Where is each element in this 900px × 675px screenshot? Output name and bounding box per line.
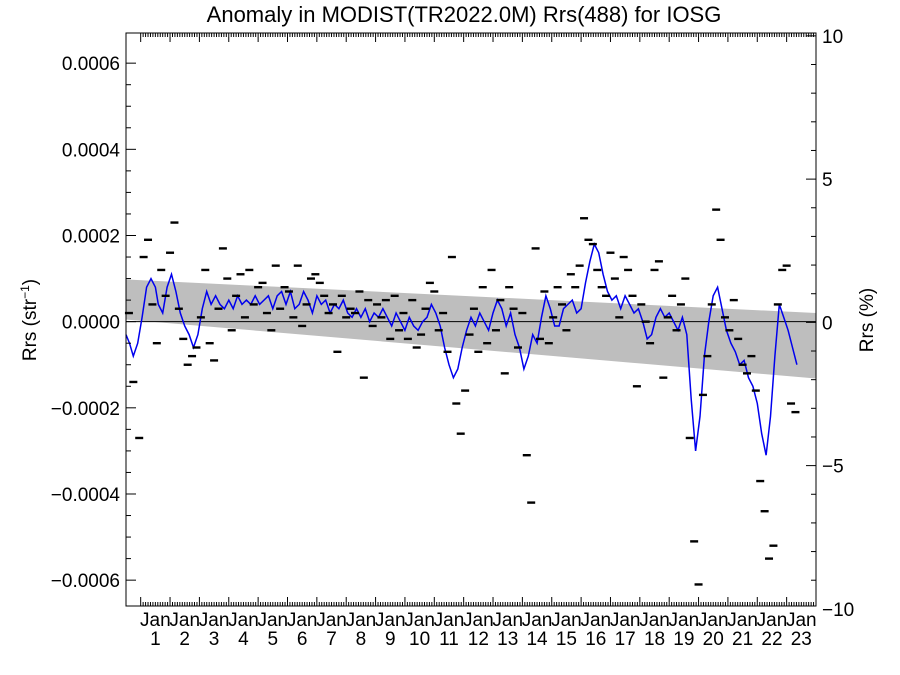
x-tick-label-month: Jan: [140, 610, 171, 631]
x-tick-label-year: 21: [732, 629, 753, 650]
uncertainty-band: [126, 279, 816, 379]
x-tick-label-month: Jan: [698, 610, 729, 631]
x-tick-label-year: 1: [150, 629, 161, 650]
x-tick-label-year: 8: [356, 629, 367, 650]
x-tick-label-year: 11: [439, 629, 459, 650]
x-tick-label-month: Jan: [757, 610, 788, 631]
left-tick-label: 0.0002: [62, 226, 120, 247]
x-tick-label-month: Jan: [551, 610, 582, 631]
x-tick-label-month: Jan: [639, 610, 670, 631]
x-tick-label-month: Jan: [786, 610, 817, 631]
x-tick-label-year: 19: [673, 629, 694, 650]
x-tick-label-month: Jan: [669, 610, 700, 631]
x-tick-label-month: Jan: [434, 610, 465, 631]
x-tick-label-year: 12: [468, 629, 489, 650]
x-tick-label-month: Jan: [404, 610, 435, 631]
x-axis: Jan1Jan2Jan3Jan4Jan5Jan6Jan7Jan8Jan9Jan1…: [140, 33, 817, 650]
x-tick-label-year: 13: [497, 629, 518, 650]
x-tick-label-year: 3: [209, 629, 220, 650]
x-tick-label-year: 6: [297, 629, 308, 650]
right-tick-label: 5: [822, 170, 833, 191]
left-tick-label: −0.0004: [51, 485, 121, 506]
left-axis-label: Rrs (str−1): [18, 279, 41, 361]
left-tick-label: −0.0002: [51, 399, 120, 420]
x-tick-label-month: Jan: [375, 610, 406, 631]
x-tick-label-year: 23: [791, 629, 812, 650]
x-tick-label-month: Jan: [316, 610, 347, 631]
x-tick-label-year: 15: [556, 629, 577, 650]
x-tick-label-year: 4: [238, 629, 249, 650]
left-tick-label: −0.0006: [51, 571, 120, 592]
right-tick-label: −5: [822, 457, 844, 478]
x-tick-label-month: Jan: [257, 610, 288, 631]
x-tick-label-month: Jan: [727, 610, 758, 631]
x-tick-label-year: 14: [526, 629, 548, 650]
x-tick-label-year: 9: [385, 629, 396, 650]
x-tick-label-month: Jan: [169, 610, 200, 631]
left-axis: 0.0006 0.0004 0.0002 0.0000 −0.0002 −0.0004 −0…: [51, 54, 136, 592]
x-tick-label-year: 16: [585, 629, 606, 650]
x-tick-label-year: 17: [615, 629, 636, 650]
smoothed-anomaly-line: [125, 241, 798, 456]
right-axis-label: Rrs (%): [857, 288, 878, 352]
x-tick-label-month: Jan: [580, 610, 611, 631]
plot-area: [124, 208, 816, 586]
x-tick-label-year: 20: [703, 629, 724, 650]
x-tick-label-month: Jan: [492, 610, 523, 631]
x-tick-label-month: Jan: [199, 610, 230, 631]
right-tick-label: 0: [822, 313, 833, 334]
left-tick-label: 0.0000: [62, 313, 120, 334]
x-tick-label-year: 7: [326, 629, 337, 650]
x-tick-label-year: 22: [761, 629, 782, 650]
right-tick-label: −10: [822, 600, 854, 621]
x-tick-label-year: 5: [268, 629, 279, 650]
x-tick-label-month: Jan: [522, 610, 553, 631]
left-tick-label: 0.0004: [62, 140, 121, 161]
x-tick-label-year: 10: [409, 629, 430, 650]
left-tick-label: 0.0006: [62, 54, 120, 75]
x-tick-label-month: Jan: [287, 610, 318, 631]
x-tick-label-year: 18: [644, 629, 665, 650]
x-tick-label-year: 2: [179, 629, 190, 650]
x-tick-label-month: Jan: [228, 610, 259, 631]
right-axis: 10 5 0 −5 −10: [806, 27, 854, 621]
chart-title: Anomaly in MODIST(TR2022.0M) Rrs(488) fo…: [207, 2, 722, 27]
x-tick-label-month: Jan: [463, 610, 494, 631]
x-tick-label-month: Jan: [610, 610, 641, 631]
right-tick-label: 10: [822, 27, 843, 48]
x-tick-label-month: Jan: [346, 610, 377, 631]
